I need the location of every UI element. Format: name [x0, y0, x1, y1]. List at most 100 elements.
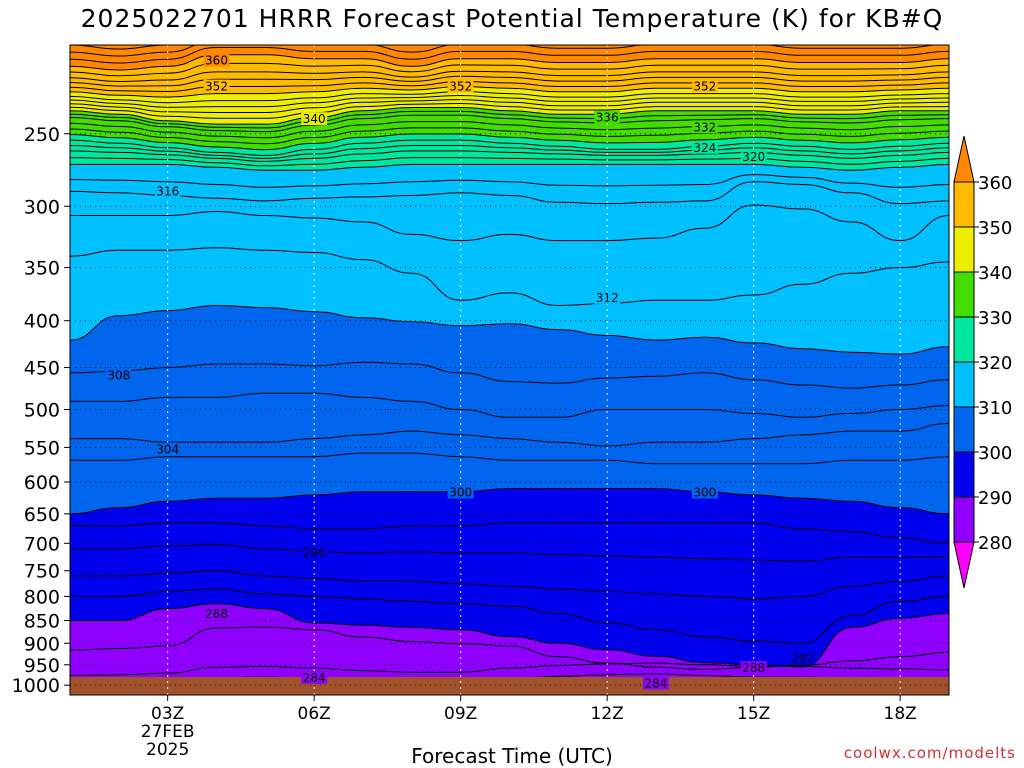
isentrope-300 [70, 488, 949, 515]
isentrope-306 [70, 392, 949, 418]
isentrope-296 [70, 544, 949, 562]
x-tick-label: 15Z [737, 704, 770, 724]
isentrope-328 [70, 139, 949, 156]
colorbar-bin-320 [953, 316, 975, 363]
isentrope-346 [70, 94, 949, 108]
isentrope-304 [70, 423, 949, 447]
y-tick-label: 400 [24, 311, 60, 333]
contour-label-bg [691, 485, 718, 499]
y-tick-label: 750 [24, 561, 60, 583]
colorbar-bin-330 [953, 271, 975, 318]
colorbar-label: 350 [978, 218, 1012, 239]
isentrope-298 [70, 522, 949, 544]
isentrope-302 [70, 452, 949, 465]
y-tick-label: 800 [24, 586, 60, 608]
y-tick-label: 250 [24, 124, 60, 146]
isentrope-338 [70, 110, 949, 129]
y-tick-label: 350 [24, 258, 60, 280]
contour-label: 340 [303, 112, 326, 126]
x-tick-label: 09Z [444, 704, 477, 724]
contour-label-bg [691, 140, 718, 154]
contour-label-bg [594, 291, 621, 305]
isentrope-318 [70, 174, 949, 188]
y-tick-label: 1000 [12, 675, 60, 697]
isentrope-336 [70, 114, 949, 133]
y-tick-label: 650 [24, 504, 60, 526]
contour-label-bg [691, 120, 718, 134]
isentrope-330 [70, 133, 949, 151]
colorbar-under-arrow [953, 541, 975, 589]
contour-label-bg [203, 79, 230, 93]
colorbar-label: 340 [978, 263, 1012, 284]
contour-label: 288 [742, 661, 765, 675]
x-tick-label: 03Z [151, 704, 184, 724]
colorbar-label: 280 [978, 533, 1012, 554]
colorbar-over-arrow [953, 135, 975, 183]
isentrope-362 [70, 47, 949, 64]
y-tick-label: 450 [24, 358, 60, 380]
contour-label-bg [154, 184, 181, 198]
contour-label: 300 [449, 485, 472, 499]
isentrope-340 [70, 107, 949, 125]
colorbar-label: 320 [978, 353, 1012, 374]
contour-labels: 360 352 352 352 340 336 332 324 320 316 312 308 304 3… [105, 53, 816, 691]
isentrope-350 [70, 85, 949, 98]
contour-label-bg [203, 606, 230, 620]
contour-label-bg [594, 110, 621, 124]
x-tick-label: 06Z [298, 704, 331, 724]
isentrope-354 [70, 75, 949, 87]
isentrope-344 [70, 99, 949, 114]
y-tick-label: 850 [24, 611, 60, 633]
colorbar-label: 310 [978, 398, 1012, 419]
isentrope-310 [70, 304, 949, 355]
contour-label-bg [691, 79, 718, 93]
y-tick-label: 950 [24, 655, 60, 677]
source-watermark: coolwx.com/modelts [843, 744, 1016, 762]
colorbar-label: 360 [978, 173, 1012, 194]
isentrope-308 [70, 361, 949, 389]
colorbar-label: 330 [978, 308, 1012, 329]
isentrope-320 [70, 163, 949, 171]
contour-label: 312 [596, 291, 619, 305]
contour-label: 308 [107, 368, 130, 382]
isentrope-334 [70, 121, 949, 139]
x-tick-label: 12Z [591, 704, 624, 724]
x-axis-label: Forecast Time (UTC) [411, 744, 613, 768]
contour-label-bg [203, 53, 230, 67]
colorbar-bin-290 [953, 451, 975, 498]
contour-label: 320 [742, 150, 765, 164]
plot-frame [69, 44, 950, 696]
contour-label: 296 [303, 546, 326, 560]
contour-label-bg [301, 670, 328, 684]
isentrope-348 [70, 90, 949, 104]
ground-surface [70, 677, 949, 695]
contour-label: 300 [693, 485, 716, 499]
colorbar-bin-340 [953, 226, 975, 273]
isentrope-294 [70, 570, 949, 600]
contour-label-bg [301, 112, 328, 126]
isentrope-342 [70, 102, 949, 119]
contour-label-bg [447, 79, 474, 93]
isentrope-314 [70, 204, 949, 242]
x-date-label: 2025 [146, 740, 189, 760]
x-tick-label: 18Z [884, 704, 917, 724]
isentrope-326 [70, 144, 949, 159]
contour-label: 360 [205, 54, 228, 68]
colorbar-label: 300 [978, 443, 1012, 464]
y-tick-label: 550 [24, 437, 60, 459]
contour-label-bg [301, 545, 328, 559]
contour-label: 352 [205, 80, 228, 94]
contour-label-bg [447, 485, 474, 499]
chart-title: 2025022701 HRRR Forecast Potential Tempe… [80, 4, 944, 33]
contour-label: 292 [791, 651, 814, 665]
isentrope-324 [70, 150, 949, 162]
contour-label: 352 [693, 80, 716, 94]
contour-label-bg [154, 442, 181, 456]
isentrope-316 [70, 181, 949, 205]
isentrope-312 [70, 247, 949, 307]
contour-label-bg [789, 651, 816, 665]
colorbar-bin-310 [953, 361, 975, 408]
y-tick-label: 700 [24, 533, 60, 555]
